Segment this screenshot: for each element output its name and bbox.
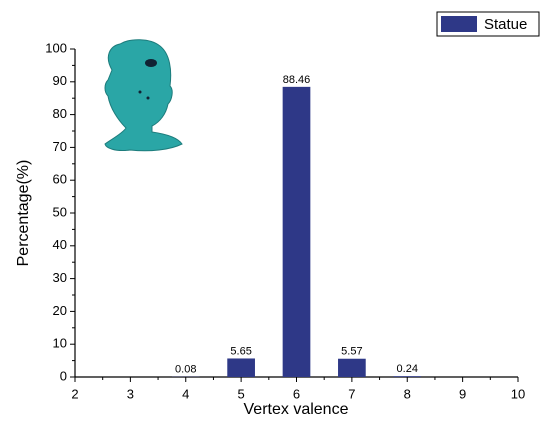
x-tick-label: 9 <box>459 386 466 401</box>
y-tick-label: 70 <box>53 139 67 154</box>
y-axis-title: Percentage(%) <box>15 160 32 267</box>
y-tick-label: 100 <box>45 40 67 55</box>
bar <box>338 358 366 377</box>
bar <box>227 358 255 377</box>
legend-swatch <box>441 16 477 32</box>
y-tick-label: 60 <box>53 172 67 187</box>
data-label: 0.08 <box>175 364 196 376</box>
y-tick-label: 30 <box>53 270 67 285</box>
bar <box>282 86 311 377</box>
y-tick-label: 90 <box>53 73 67 88</box>
x-tick-label: 3 <box>127 386 134 401</box>
x-tick-label: 4 <box>182 386 189 401</box>
bar <box>393 376 422 377</box>
head-mark <box>146 96 150 100</box>
x-tick-label: 7 <box>348 386 355 401</box>
data-label: 5.57 <box>341 346 362 358</box>
data-label: 5.65 <box>230 345 251 357</box>
y-tick-label: 10 <box>53 336 67 351</box>
x-tick-label: 5 <box>238 386 245 401</box>
x-tick-label: 6 <box>293 386 300 401</box>
head-shape <box>104 39 183 152</box>
y-tick-label: 20 <box>53 303 67 318</box>
head-mark <box>138 90 142 94</box>
y-tick-label: 80 <box>53 106 67 121</box>
legend-label: Statue <box>484 16 527 33</box>
x-axis-title: Vertex valence <box>244 401 349 418</box>
x-tick-label: 2 <box>71 386 78 401</box>
data-label: 88.46 <box>283 74 311 86</box>
data-label: 0.24 <box>397 363 418 375</box>
head-mark <box>145 59 157 67</box>
y-tick-label: 40 <box>53 237 67 252</box>
y-tick-label: 50 <box>53 204 67 219</box>
statue-image <box>104 39 183 152</box>
x-tick-label: 8 <box>404 386 411 401</box>
x-tick-label: 10 <box>511 386 525 401</box>
y-tick-label: 0 <box>60 368 67 383</box>
